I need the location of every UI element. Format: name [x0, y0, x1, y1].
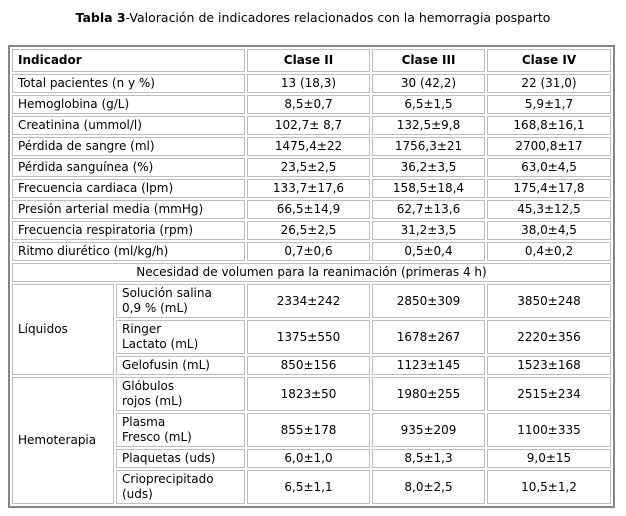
table-title-text: -Valoración de indicadores relacionados … [125, 10, 551, 25]
value-cell: 45,3±12,5 [487, 200, 611, 219]
table-row: Frecuencia respiratoria (rpm) 26,5±2,5 3… [12, 221, 611, 240]
value-cell: 6,5±1,5 [372, 95, 485, 114]
table-title: Tabla 3-Valoración de indicadores relaci… [8, 10, 618, 26]
value-cell: 1123±145 [372, 356, 485, 375]
value-cell: 132,5±9,8 [372, 116, 485, 135]
indicator-label: Presión arterial media (mmHg) [12, 200, 245, 219]
sub-indicator-label: Solución salina 0,9 % (mL) [116, 284, 245, 318]
value-cell: 1980±255 [372, 377, 485, 411]
column-header-clase-iii: Clase III [372, 49, 485, 72]
sub-indicator-label: Glóbulos rojos (mL) [116, 377, 245, 411]
table-row: Pérdida sanguínea (%) 23,5±2,5 36,2±3,5 … [12, 158, 611, 177]
value-cell: 1475,4±22 [247, 137, 370, 156]
indicator-label: Ritmo diurético (ml/kg/h) [12, 242, 245, 261]
value-cell: 1100±335 [487, 413, 611, 447]
value-cell: 1523±168 [487, 356, 611, 375]
value-cell: 10,5±1,2 [487, 470, 611, 504]
indicator-label: Frecuencia respiratoria (rpm) [12, 221, 245, 240]
sub-indicator-label: Plaquetas (uds) [116, 449, 245, 468]
value-cell: 62,7±13,6 [372, 200, 485, 219]
value-cell: 31,2±3,5 [372, 221, 485, 240]
table-row: Ringer Lactato (mL) 1375±550 1678±267 22… [12, 320, 611, 354]
table-row: Plaquetas (uds) 6,0±1,0 8,5±1,3 9,0±15 [12, 449, 611, 468]
column-header-clase-ii: Clase II [247, 49, 370, 72]
value-cell: 1678±267 [372, 320, 485, 354]
table-row: Hemoterapia Glóbulos rojos (mL) 1823±50 … [12, 377, 611, 504]
table-header-row: Indicador Clase II Clase III Clase IV [12, 49, 611, 72]
group-label-liquidos: Líquidos [12, 284, 114, 375]
value-cell: 133,7±17,6 [247, 179, 370, 198]
value-cell: 935±209 [372, 413, 485, 447]
indicators-table: Indicador Clase II Clase III Clase IV To… [8, 45, 615, 508]
value-cell: 175,4±17,8 [487, 179, 611, 198]
table-row: Ritmo diurético (ml/kg/h) 0,7±0,6 0,5±0,… [12, 242, 611, 261]
table-row: Presión arterial media (mmHg) 66,5±14,9 … [12, 200, 611, 219]
value-cell: 6,0±1,0 [247, 449, 370, 468]
value-cell: 8,5±0,7 [247, 95, 370, 114]
value-cell: 38,0±4,5 [487, 221, 611, 240]
indicator-label: Frecuencia cardiaca (lpm) [12, 179, 245, 198]
value-cell: 1823±50 [247, 377, 370, 411]
indicator-label: Pérdida sanguínea (%) [12, 158, 245, 177]
indicator-label: Hemoglobina (g/L) [12, 95, 245, 114]
value-cell: 36,2±3,5 [372, 158, 485, 177]
table-row: Pérdida de sangre (ml) 1475,4±22 1756,3±… [12, 137, 611, 156]
section-header: Necesidad de volumen para la reanimación… [12, 263, 611, 282]
value-cell: 2334±242 [247, 284, 370, 318]
indicator-label: Total pacientes (n y %) [12, 74, 245, 93]
value-cell: 8,5±1,3 [372, 449, 485, 468]
table-row: Creatinina (ummol/l) 102,7± 8,7 132,5±9,… [12, 116, 611, 135]
indicator-label: Pérdida de sangre (ml) [12, 137, 245, 156]
table-title-number: Tabla 3 [75, 10, 126, 25]
value-cell: 855±178 [247, 413, 370, 447]
value-cell: 2220±356 [487, 320, 611, 354]
value-cell: 158,5±18,4 [372, 179, 485, 198]
value-cell: 1756,3±21 [372, 137, 485, 156]
value-cell: 9,0±15 [487, 449, 611, 468]
value-cell: 66,5±14,9 [247, 200, 370, 219]
group-label-hemoterapia: Hemoterapia [12, 377, 114, 504]
value-cell: 26,5±2,5 [247, 221, 370, 240]
value-cell: 2850±309 [372, 284, 485, 318]
value-cell: 0,7±0,6 [247, 242, 370, 261]
value-cell: 168,8±16,1 [487, 116, 611, 135]
table-row: Frecuencia cardiaca (lpm) 133,7±17,6 158… [12, 179, 611, 198]
value-cell: 63,0±4,5 [487, 158, 611, 177]
value-cell: 1375±550 [247, 320, 370, 354]
value-cell: 2515±234 [487, 377, 611, 411]
value-cell: 6,5±1,1 [247, 470, 370, 504]
sub-indicator-label: Gelofusin (mL) [116, 356, 245, 375]
indicator-label: Creatinina (ummol/l) [12, 116, 245, 135]
table-row: Total pacientes (n y %) 13 (18,3) 30 (42… [12, 74, 611, 93]
column-header-indicador: Indicador [12, 49, 245, 72]
table-row: Crioprecipitado (uds) 6,5±1,1 8,0±2,5 10… [12, 470, 611, 504]
column-header-clase-iv: Clase IV [487, 49, 611, 72]
value-cell: 102,7± 8,7 [247, 116, 370, 135]
sub-indicator-label: Plasma Fresco (mL) [116, 413, 245, 447]
value-cell: 30 (42,2) [372, 74, 485, 93]
sub-indicator-label: Crioprecipitado (uds) [116, 470, 245, 504]
table-row: Líquidos Solución salina 0,9 % (mL) 2334… [12, 284, 611, 375]
value-cell: 8,0±2,5 [372, 470, 485, 504]
value-cell: 5,9±1,7 [487, 95, 611, 114]
value-cell: 850±156 [247, 356, 370, 375]
value-cell: 22 (31,0) [487, 74, 611, 93]
value-cell: 23,5±2,5 [247, 158, 370, 177]
value-cell: 2700,8±17 [487, 137, 611, 156]
value-cell: 3850±248 [487, 284, 611, 318]
value-cell: 13 (18,3) [247, 74, 370, 93]
section-header-row: Necesidad de volumen para la reanimación… [12, 263, 611, 282]
value-cell: 0,5±0,4 [372, 242, 485, 261]
sub-indicator-label: Ringer Lactato (mL) [116, 320, 245, 354]
table-row: Hemoglobina (g/L) 8,5±0,7 6,5±1,5 5,9±1,… [12, 95, 611, 114]
table-row: Plasma Fresco (mL) 855±178 935±209 1100±… [12, 413, 611, 447]
value-cell: 0,4±0,2 [487, 242, 611, 261]
table-row: Gelofusin (mL) 850±156 1123±145 1523±168 [12, 356, 611, 375]
